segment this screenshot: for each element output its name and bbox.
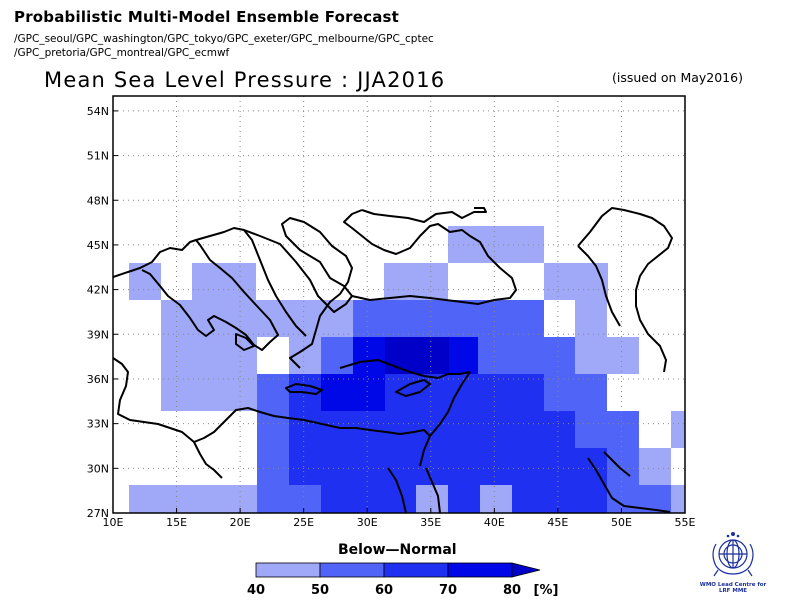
x-tick-label: 25E (293, 516, 314, 529)
x-tick-label: 45E (547, 516, 568, 529)
coastline-caspian-west (577, 245, 621, 327)
x-tick-label: 30E (357, 516, 378, 529)
y-tick-label: 27N (87, 507, 109, 520)
x-tick-label: 10E (103, 516, 124, 529)
y-tick-label: 36N (87, 373, 109, 386)
x-tick-label: 55E (675, 516, 696, 529)
coastline-greece (243, 217, 353, 369)
axis-ticks: 10E 15E 20E 25E 30E 35E 40E 45E 50E 55E 27N 30N 33N 3… (87, 105, 696, 529)
y-tick-label: 33N (87, 418, 109, 431)
coastline-libya-egypt (193, 407, 431, 467)
coastline-red-sea-west (387, 467, 407, 513)
shade-80-plus (385, 337, 449, 374)
y-tick-label: 30N (87, 462, 109, 475)
shade-40-50 (129, 226, 685, 513)
legend-swatch-50-60 (319, 562, 385, 578)
coastline-red-sea-east (425, 467, 441, 513)
map-grid (113, 96, 685, 513)
coastlines (113, 207, 673, 513)
coastline-cyprus (395, 379, 431, 397)
y-tick-label: 39N (87, 328, 109, 341)
coastline-europe (113, 239, 279, 351)
x-tick-label: 20E (230, 516, 251, 529)
legend-unit: [%] (534, 583, 559, 598)
legend-label-2: 60 (375, 583, 393, 598)
legend-label-1: 50 (311, 583, 329, 598)
coastline-sicily (235, 333, 255, 351)
x-tick-label: 15E (166, 516, 187, 529)
legend-label-0: 40 (247, 583, 265, 598)
x-tick-label: 40E (484, 516, 505, 529)
legend-title: Below—Normal (338, 542, 457, 558)
coastline-turkey-north (343, 209, 517, 305)
coastline-italy-heel (195, 227, 307, 337)
coastline-turkey-south (339, 359, 471, 379)
sources-line-1: /GPC_seoul/GPC_washington/GPC_tokyo/GPC_… (14, 33, 434, 45)
issued-date: (issued on May2016) (612, 70, 743, 85)
coastline-north-africa (113, 357, 223, 479)
sources-line-2: /GPC_pretoria/GPC_montreal/GPC_ecmwf (14, 47, 230, 59)
coastline-persian-gulf (587, 451, 671, 513)
legend-colorbar: 40 50 60 70 80 [%] (247, 562, 559, 598)
legend-swatch-40-50 (255, 562, 321, 578)
legend-swatch-70-80 (447, 562, 513, 578)
y-tick-label: 51N (87, 150, 109, 163)
wmo-emblem-icon (712, 532, 754, 577)
legend-label-3: 70 (439, 583, 457, 598)
legend-swatch-60-70 (383, 562, 449, 578)
y-tick-label: 45N (87, 239, 109, 252)
y-tick-label: 42N (87, 284, 109, 297)
map-subtitle: Mean Sea Level Pressure : JJA2016 (44, 68, 446, 92)
shade-50-60 (257, 300, 671, 513)
x-tick-label: 50E (611, 516, 632, 529)
y-tick-label: 54N (87, 105, 109, 118)
map-frame (112, 95, 686, 514)
x-tick-label: 35E (420, 516, 441, 529)
page-title: Probabilistic Multi-Model Ensemble Forec… (14, 8, 400, 26)
logo-text-line-2: LRF MME (718, 588, 748, 594)
legend-label-4: 80 (503, 583, 521, 598)
wmo-logo: WMO Lead Centre for LRF MME (688, 530, 778, 598)
coastline-black-sea (361, 207, 487, 223)
y-tick-label: 48N (87, 194, 109, 207)
coastline-levant (429, 371, 471, 437)
legend-swatch-80-plus (511, 562, 541, 578)
coastline-crete (285, 383, 323, 395)
logo-text-line-1: WMO Lead Centre for (699, 582, 767, 588)
coastline-caspian (577, 207, 673, 373)
probability-shading (129, 226, 685, 513)
